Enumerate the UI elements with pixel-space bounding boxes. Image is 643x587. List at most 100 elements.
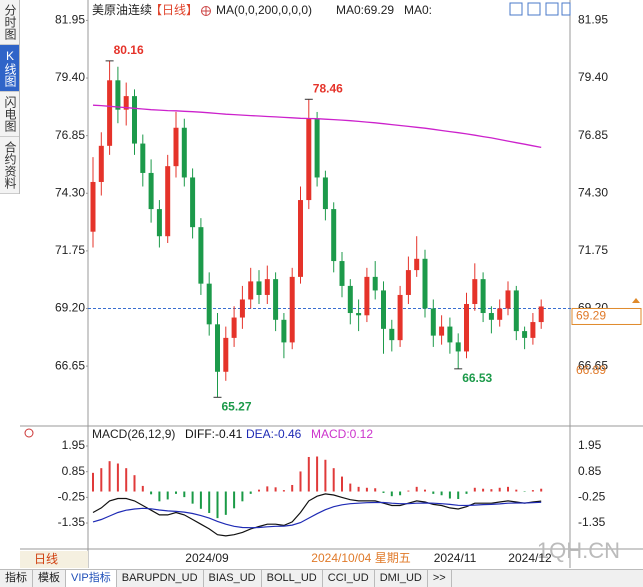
macd-bar — [474, 488, 476, 492]
macd-bar — [100, 468, 102, 491]
macd-bar — [200, 492, 202, 509]
x-tick-label: 2024/09 — [185, 551, 229, 565]
legend-entry: MACD:0.12 — [311, 427, 373, 441]
macd-bar — [457, 492, 459, 499]
candle-body — [306, 119, 311, 200]
x-tick-label: 2024/11 — [434, 551, 477, 565]
macd-bar — [134, 475, 136, 491]
candle-body — [530, 322, 535, 338]
macd-bar — [258, 490, 260, 492]
macd-bar — [349, 484, 351, 492]
candle-body — [140, 144, 145, 173]
candle-body — [489, 313, 494, 320]
macd-bar — [109, 461, 111, 491]
x-tick-label: 2024/12 — [508, 551, 552, 565]
candle-body — [348, 286, 353, 313]
macd-bar — [308, 457, 310, 492]
macd-bar — [192, 492, 194, 504]
macd-bar — [399, 492, 401, 496]
macd-bar — [540, 489, 542, 492]
macd-bar — [341, 477, 343, 492]
indicator-value: MA0: — [404, 3, 432, 17]
tab[interactable]: VIP指标 — [66, 570, 117, 587]
y-tick-label: 71.75 — [578, 243, 608, 257]
candle-body — [281, 320, 286, 343]
macd-bar — [142, 486, 144, 492]
macd-bar — [482, 489, 484, 492]
candle-body — [215, 324, 220, 371]
macd-bar — [225, 492, 227, 515]
bottom-period: 日线 — [34, 552, 58, 566]
macd-bar — [175, 492, 177, 494]
candle-body — [323, 177, 328, 209]
indicator-value: MA0:69.29 — [336, 3, 394, 17]
macd-bar — [117, 464, 119, 492]
candle-body — [157, 209, 162, 236]
sidebar: 分时图 K线图 闪电图 合约资料 — [0, 0, 20, 194]
tab[interactable]: BIAS_UD — [204, 570, 262, 587]
candle-body — [165, 166, 170, 236]
macd-bar — [300, 471, 302, 491]
indicator: MA(0,0,200,0,0,0) — [216, 3, 312, 17]
candle-body — [331, 209, 336, 261]
macd-bar — [407, 491, 409, 492]
candle-body — [514, 290, 519, 331]
side-tab[interactable]: 分时图 — [0, 0, 19, 45]
candle-body — [539, 306, 544, 322]
candle-body — [472, 279, 477, 304]
y-tick-label: -1.35 — [58, 515, 86, 529]
macd-bar — [241, 492, 243, 502]
macd-bar — [424, 490, 426, 492]
tab[interactable]: 指标 — [0, 570, 33, 587]
candle-body — [522, 331, 527, 338]
candle-body — [414, 259, 419, 270]
tab[interactable]: 模板 — [33, 570, 66, 587]
y-tick-label: 79.40 — [578, 70, 608, 84]
y-tick-label: -1.35 — [578, 515, 606, 529]
tab[interactable]: CCI_UD — [323, 570, 375, 587]
y-tick-label: 81.95 — [55, 13, 85, 27]
y-tick-label: 1.95 — [62, 438, 86, 452]
candle-body — [115, 80, 120, 109]
candle-body — [91, 182, 96, 232]
candle-body — [464, 304, 469, 351]
y-tick-label: 74.30 — [578, 185, 608, 199]
candle-body — [149, 173, 154, 209]
candle-body — [381, 290, 386, 328]
candle-body — [182, 128, 187, 178]
candle-body — [340, 261, 345, 286]
y-tick-label: 69.20 — [55, 301, 85, 315]
macd-bar — [391, 492, 393, 497]
extreme-label: 66.53 — [462, 371, 492, 385]
macd-bar — [324, 460, 326, 492]
side-tab[interactable]: 合约资料 — [0, 137, 19, 194]
candle-body — [190, 177, 195, 227]
y-tick-label: 1.95 — [578, 438, 602, 452]
tab[interactable]: DMI_UD — [375, 570, 428, 587]
tab[interactable]: BOLL_UD — [262, 570, 323, 587]
y-tick-label: 76.85 — [578, 128, 608, 142]
candle-body — [315, 119, 320, 178]
candle-body — [506, 290, 511, 308]
side-tab[interactable]: K线图 — [0, 45, 19, 92]
last-price: 69.29 — [576, 309, 606, 323]
macd-bar — [283, 490, 285, 491]
macd-bar — [515, 490, 517, 492]
marker-price: 66.89 — [576, 363, 606, 377]
tab[interactable]: BARUPDN_UD — [117, 570, 204, 587]
candle-body — [257, 281, 262, 295]
macd-bar — [466, 492, 468, 494]
y-tick-label: -0.25 — [58, 490, 86, 504]
candle-body — [298, 200, 303, 277]
macd-bar — [217, 492, 219, 519]
tab[interactable]: >> — [428, 570, 452, 587]
candle-body — [265, 279, 270, 295]
y-tick-label: 81.95 — [578, 13, 608, 27]
candle-body — [273, 279, 278, 320]
y-tick-label: 66.65 — [55, 358, 85, 372]
candle-body — [99, 146, 104, 182]
macd-bar — [275, 487, 277, 491]
side-tab[interactable]: 闪电图 — [0, 92, 19, 137]
